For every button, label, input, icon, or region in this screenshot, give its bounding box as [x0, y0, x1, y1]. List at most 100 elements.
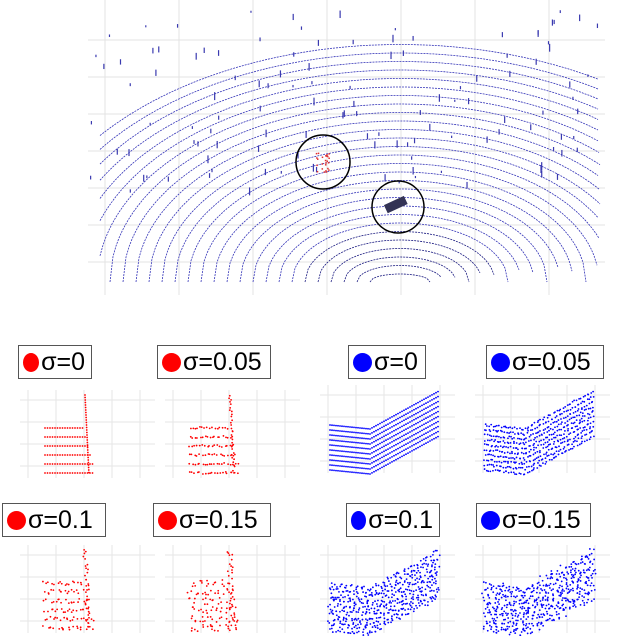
point: [517, 616, 519, 618]
point: [84, 402, 86, 404]
point: [86, 432, 88, 434]
point: [434, 598, 436, 600]
point: [579, 15, 580, 22]
point: [544, 595, 546, 597]
point: [407, 142, 408, 146]
point: [556, 430, 558, 432]
point: [375, 465, 377, 467]
point: [423, 558, 425, 560]
point: [230, 600, 232, 602]
point: [194, 629, 196, 631]
point: [419, 441, 421, 443]
point: [376, 620, 378, 622]
point: [342, 596, 344, 598]
point: [365, 618, 367, 620]
point: [356, 627, 358, 629]
point: [552, 588, 554, 590]
point: [536, 604, 538, 606]
point: [64, 454, 66, 456]
point: [533, 454, 535, 456]
point: [86, 429, 88, 431]
point: [403, 409, 405, 411]
point: [552, 593, 554, 595]
point: [512, 617, 514, 619]
point: [130, 189, 131, 192]
point: [399, 582, 401, 584]
point: [79, 445, 81, 447]
point: [399, 432, 401, 434]
point: [518, 590, 520, 592]
point: [573, 602, 575, 604]
point: [524, 459, 526, 461]
point: [230, 565, 232, 567]
point: [483, 612, 485, 614]
point: [561, 150, 562, 157]
point: [413, 414, 415, 416]
point: [460, 86, 461, 89]
point: [537, 456, 539, 458]
point: [58, 582, 60, 584]
point: [556, 435, 558, 437]
point: [397, 443, 399, 445]
point: [379, 423, 381, 425]
point: [69, 463, 71, 465]
point: [508, 457, 510, 459]
point: [536, 59, 537, 65]
point: [501, 590, 503, 592]
point: [355, 625, 357, 627]
point: [522, 429, 524, 431]
point: [499, 441, 501, 443]
point: [365, 463, 367, 465]
point: [530, 124, 531, 130]
point: [496, 632, 498, 634]
point: [199, 426, 201, 428]
point: [545, 592, 547, 594]
point: [567, 592, 569, 594]
point: [68, 627, 70, 629]
point: [498, 603, 500, 605]
point: [410, 575, 412, 577]
point: [76, 589, 78, 591]
point: [397, 602, 399, 604]
point: [435, 580, 437, 582]
point: [401, 601, 403, 603]
point: [544, 589, 546, 591]
point: [401, 613, 403, 615]
point: [508, 472, 510, 474]
point: [222, 427, 224, 429]
point: [487, 470, 489, 472]
point: [513, 468, 515, 470]
point: [231, 446, 233, 448]
point: [413, 610, 415, 612]
point: [576, 440, 578, 442]
point: [556, 426, 558, 428]
point: [520, 432, 522, 434]
point: [90, 176, 91, 180]
point: [423, 408, 425, 410]
point: [391, 596, 393, 598]
point: [515, 601, 517, 603]
point: [570, 563, 572, 565]
point: [393, 450, 395, 452]
point: [369, 632, 371, 634]
point: [357, 452, 359, 454]
point: [556, 573, 558, 575]
point: [561, 413, 563, 415]
point: [347, 466, 349, 468]
point: [536, 617, 538, 619]
point: [522, 467, 524, 469]
point: [413, 424, 415, 426]
point: [223, 585, 225, 587]
point: [349, 471, 351, 473]
point: [382, 601, 384, 603]
point: [572, 605, 574, 607]
point: [498, 441, 500, 443]
point: [82, 556, 84, 558]
point: [568, 566, 570, 568]
point: [54, 617, 56, 619]
point: [365, 443, 367, 445]
point: [573, 431, 575, 433]
point: [433, 393, 435, 395]
point: [425, 397, 427, 399]
point: [205, 464, 207, 466]
